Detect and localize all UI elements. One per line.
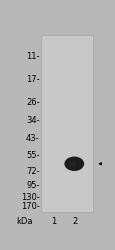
Text: 34-: 34- bbox=[26, 116, 39, 125]
Text: kDa: kDa bbox=[16, 217, 33, 226]
Text: 17-: 17- bbox=[26, 74, 39, 84]
Text: 2: 2 bbox=[72, 217, 77, 226]
Ellipse shape bbox=[68, 160, 79, 168]
Bar bbox=[41, 35, 92, 212]
Text: 72-: 72- bbox=[26, 167, 39, 176]
Ellipse shape bbox=[66, 158, 81, 170]
Text: 95-: 95- bbox=[26, 182, 39, 190]
Text: 1: 1 bbox=[51, 217, 56, 226]
Ellipse shape bbox=[64, 156, 83, 171]
Text: 55-: 55- bbox=[26, 150, 39, 160]
Text: 130-: 130- bbox=[21, 193, 39, 202]
Text: 26-: 26- bbox=[26, 98, 39, 107]
Text: 43-: 43- bbox=[26, 134, 39, 143]
Text: 170-: 170- bbox=[21, 202, 39, 211]
Ellipse shape bbox=[69, 161, 76, 166]
Text: 11-: 11- bbox=[26, 52, 39, 62]
